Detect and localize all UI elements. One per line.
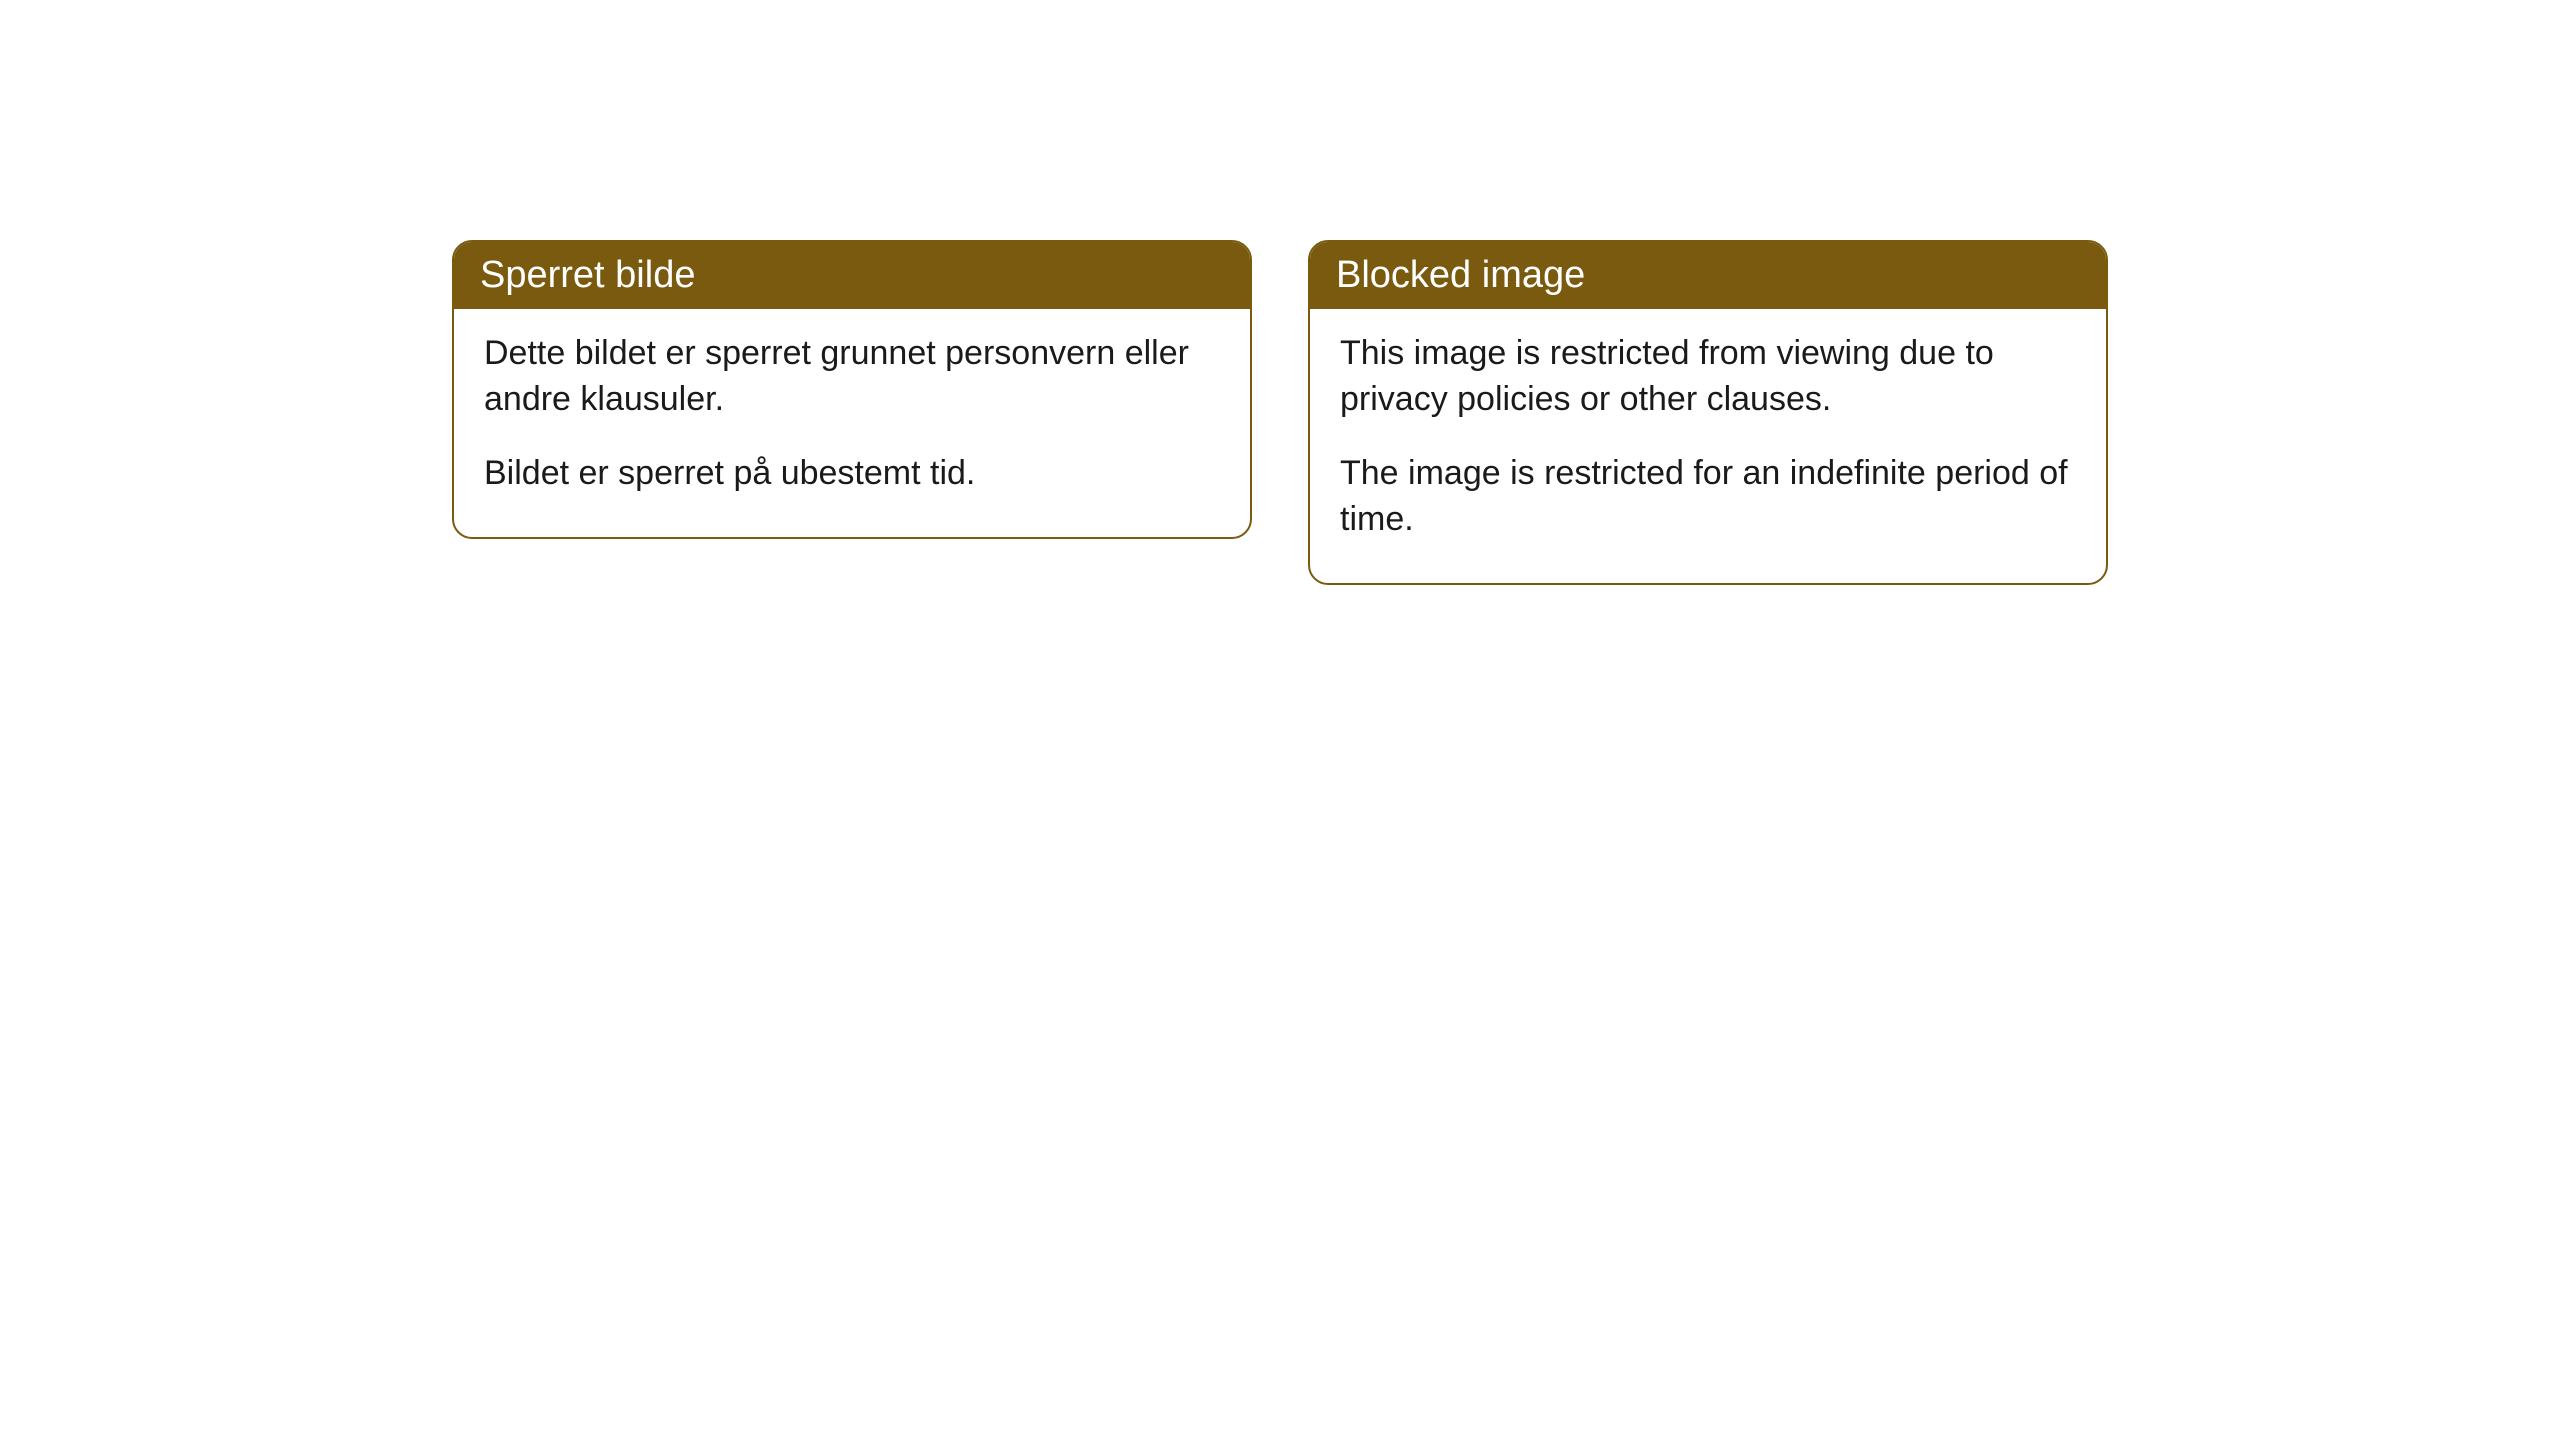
card-title: Blocked image [1336,254,1585,296]
card-paragraph: Dette bildet er sperret grunnet personve… [484,331,1220,423]
blocked-image-card-english: Blocked image This image is restricted f… [1308,240,2108,585]
card-header: Blocked image [1310,242,2106,309]
card-header: Sperret bilde [454,242,1250,309]
card-title: Sperret bilde [480,254,695,296]
card-paragraph: This image is restricted from viewing du… [1340,331,2076,423]
card-body: Dette bildet er sperret grunnet personve… [454,309,1250,537]
card-paragraph: The image is restricted for an indefinit… [1340,451,2076,543]
card-body: This image is restricted from viewing du… [1310,309,2106,583]
card-paragraph: Bildet er sperret på ubestemt tid. [484,451,1220,497]
blocked-image-card-norwegian: Sperret bilde Dette bildet er sperret gr… [452,240,1252,539]
